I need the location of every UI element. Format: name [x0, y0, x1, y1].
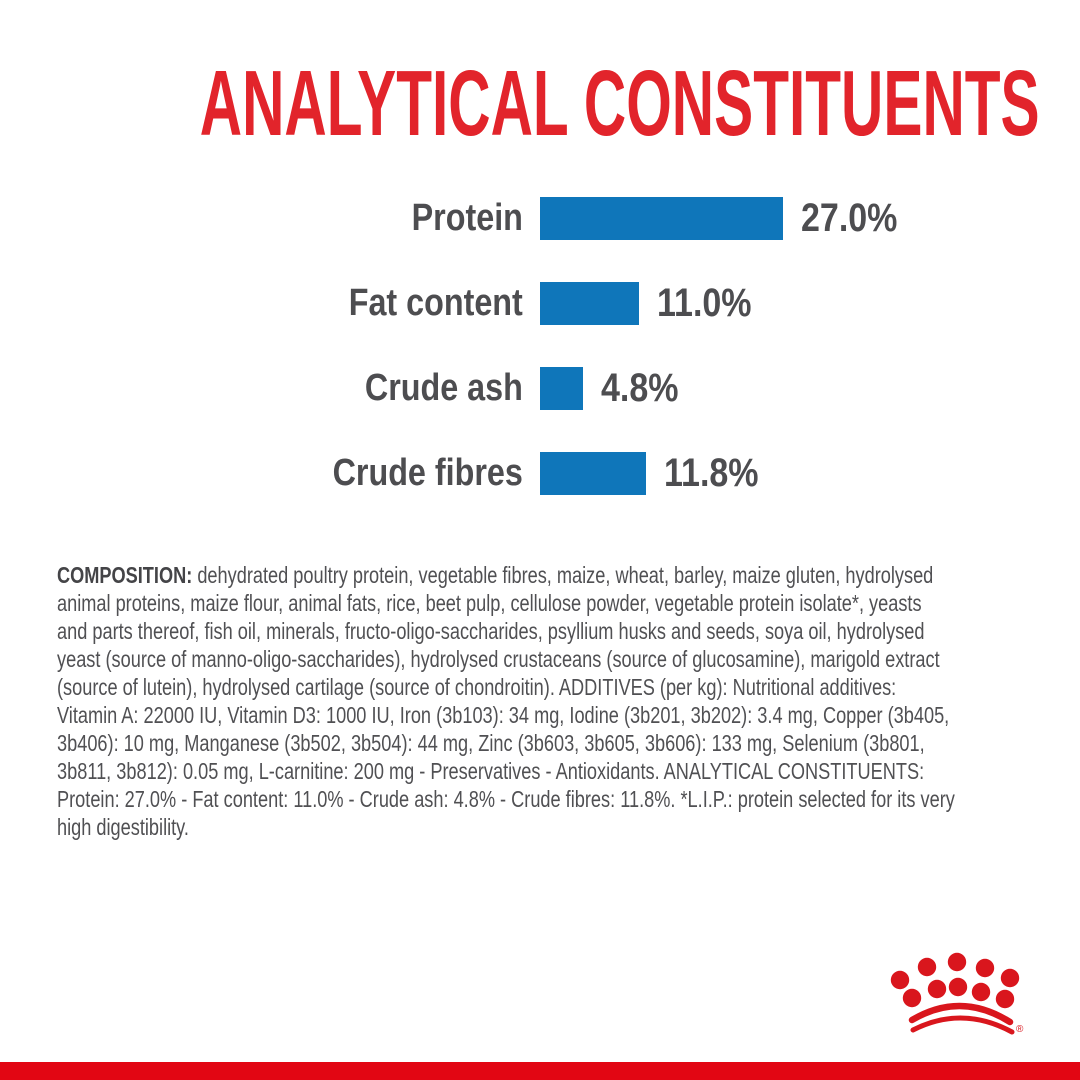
- composition-line: COMPOSITION: dehydrated poultry protein,…: [57, 562, 934, 588]
- bar-value: 11.0%: [657, 281, 752, 325]
- composition-line: 3b406): 10 mg, Manganese (3b502, 3b504):…: [57, 730, 925, 756]
- chart-row-crude-fibres: Crude fibres 11.8%: [0, 452, 1080, 495]
- composition-text: COMPOSITION: dehydrated poultry protein,…: [57, 561, 1080, 841]
- composition-line: high digestibility.: [57, 814, 189, 840]
- bar-value: 11.8%: [664, 451, 759, 495]
- bar-fat-content: [540, 282, 639, 325]
- composition-line: Vitamin A: 22000 IU, Vitamin D3: 1000 IU…: [57, 702, 950, 728]
- composition-line: Protein: 27.0% - Fat content: 11.0% - Cr…: [57, 786, 955, 812]
- bar-value: 4.8%: [601, 366, 679, 410]
- registered-trademark: ®: [1016, 1024, 1024, 1035]
- composition-line: yeast (source of manno-oligo-saccharides…: [57, 646, 940, 672]
- chart-row-fat-content: Fat content 11.0%: [0, 282, 1080, 325]
- analytical-constituents-chart: Protein 27.0% Fat content 11.0% Crude as…: [0, 197, 1080, 537]
- composition-heading: COMPOSITION:: [57, 562, 193, 588]
- royal-canin-crown-icon: ®: [890, 952, 1024, 1035]
- composition-line: and parts thereof, fish oil, minerals, f…: [57, 618, 925, 644]
- bar-protein: [540, 197, 783, 240]
- composition-line: animal proteins, maize flour, animal fat…: [57, 590, 922, 616]
- bar-label: Protein: [411, 197, 523, 239]
- bar-label: Crude ash: [365, 367, 523, 409]
- bar-value: 27.0%: [801, 196, 898, 240]
- footer-red-strip: [0, 1062, 1080, 1080]
- composition-line: (source of lutein), hydrolysed cartilage…: [57, 674, 897, 700]
- bar-crude-ash: [540, 367, 584, 410]
- composition-line: 3b811, 3b812): 0.05 mg, L-carnitine: 200…: [57, 758, 925, 784]
- bar-crude-fibres: [540, 452, 647, 495]
- bar-label: Crude fibres: [332, 452, 523, 494]
- chart-row-protein: Protein 27.0%: [0, 197, 1080, 240]
- page-title: ANALYTICAL CONSTITUENTS: [199, 51, 1040, 155]
- bar-label: Fat content: [348, 282, 523, 324]
- chart-row-crude-ash: Crude ash 4.8%: [0, 367, 1080, 410]
